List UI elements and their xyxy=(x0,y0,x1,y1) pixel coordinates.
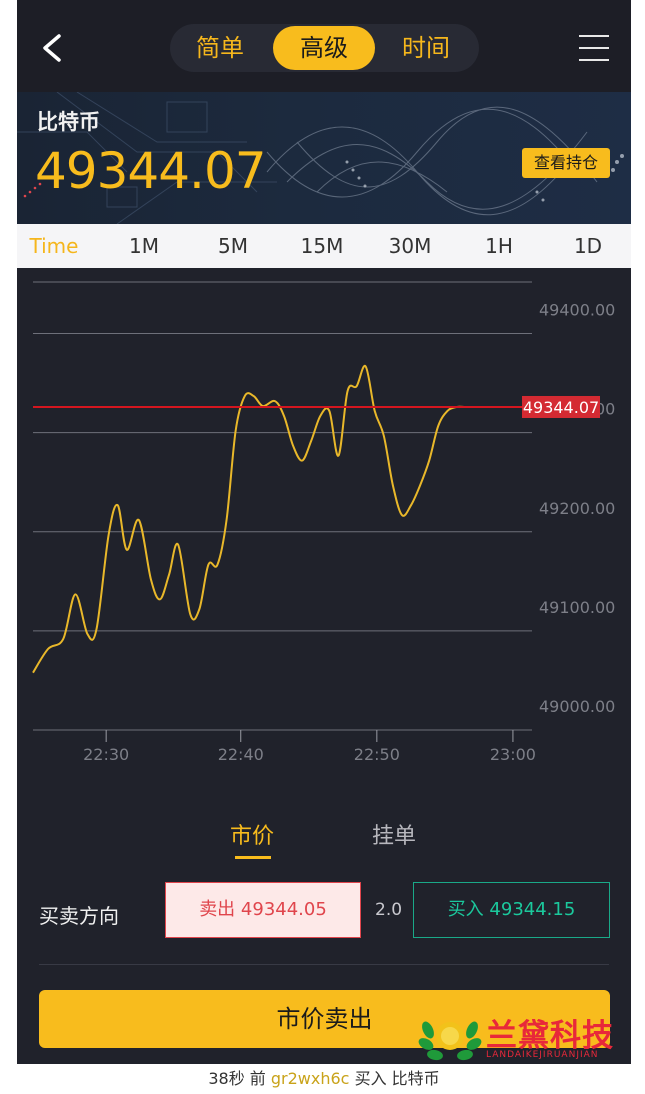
y-tick-label: 49100.00 xyxy=(539,598,615,617)
tab-1d[interactable]: 1D xyxy=(573,234,603,258)
mode-segmented-control: 简单 高级 时间 xyxy=(170,24,479,72)
laurel-logo-icon xyxy=(418,1021,482,1061)
active-tab-indicator xyxy=(235,856,271,859)
recent-trade-ticker: 38秒 前 gr2wxh6c 买入 比特币 xyxy=(17,1064,631,1094)
trading-screen: 简单 高级 时间 xyxy=(17,0,631,1094)
price-line xyxy=(32,364,511,674)
ticker-action: 买入 比特币 xyxy=(354,1069,440,1088)
divider xyxy=(39,964,609,965)
x-tick-label: 22:50 xyxy=(354,745,400,764)
segment-advanced[interactable]: 高级 xyxy=(273,26,375,70)
coin-name: 比特币 xyxy=(37,110,100,134)
x-tick-label: 22:30 xyxy=(83,745,129,764)
y-tick-label: 49400.00 xyxy=(539,301,615,320)
segment-time[interactable]: 时间 xyxy=(402,34,450,62)
current-price-badge xyxy=(522,395,600,418)
ticker-time: 38秒 前 xyxy=(208,1069,266,1088)
y-tick-label: 49000.00 xyxy=(539,697,615,716)
top-bar: 简单 高级 时间 xyxy=(17,0,631,92)
tab-30m[interactable]: 30M xyxy=(388,234,432,258)
spread-value: 2.0 xyxy=(375,900,403,920)
watermark-name: 兰黛科技 xyxy=(486,1018,614,1054)
direction-label: 买卖方向 xyxy=(39,904,119,928)
watermark: 兰黛科技 LANDAIKEJIRUANJIAN xyxy=(418,1008,628,1068)
tab-15m[interactable]: 15M xyxy=(300,234,344,258)
x-tick-label: 22:40 xyxy=(218,745,264,764)
tab-time[interactable]: Time xyxy=(29,234,79,258)
market-sell-button[interactable]: 市价卖出 xyxy=(39,990,610,1048)
y-tick-label: 49200.00 xyxy=(539,499,615,518)
banner-background-graphic xyxy=(17,92,624,224)
price-chart[interactable]: 49400.0049300.0049200.0049100.0049000.00… xyxy=(17,268,631,778)
price-banner: 比特币 49344.07 查看持仓 xyxy=(17,92,631,224)
buy-button[interactable]: 买入 49344.15 xyxy=(413,882,610,938)
segment-simple[interactable]: 简单 xyxy=(196,34,244,62)
current-price-label: 49344.07 xyxy=(523,398,599,417)
ticker-user: gr2wxh6c xyxy=(270,1069,350,1088)
tab-limit-order[interactable]: 挂单 xyxy=(371,824,416,849)
tab-market-order[interactable]: 市价 xyxy=(229,824,274,849)
sell-button[interactable]: 卖出 49344.05 xyxy=(165,882,361,938)
tab-5m[interactable]: 5M xyxy=(218,234,248,258)
watermark-sub: LANDAIKEJIRUANJIAN xyxy=(486,1050,599,1060)
price-chart-svg: 49400.0049300.0049200.0049100.0049000.00… xyxy=(32,281,615,764)
x-tick-label: 23:00 xyxy=(490,745,536,764)
back-arrow-icon[interactable] xyxy=(35,28,71,68)
tab-1h[interactable]: 1H xyxy=(485,234,513,258)
tab-1m[interactable]: 1M xyxy=(129,234,159,258)
current-price: 49344.07 xyxy=(35,142,267,200)
view-positions-button[interactable]: 查看持仓 xyxy=(522,148,610,178)
interval-tabs: Time 1M 5M 15M 30M 1H 1D xyxy=(17,224,631,268)
menu-icon[interactable] xyxy=(579,33,611,63)
